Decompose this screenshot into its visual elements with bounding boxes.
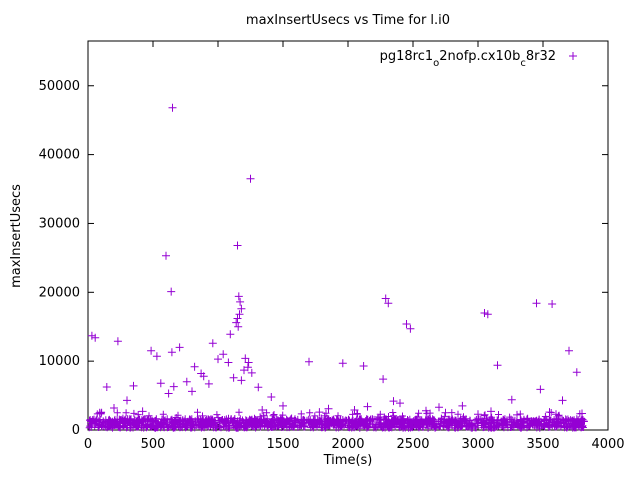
plot-title: maxInsertUsecs vs Time for l.i0	[246, 13, 450, 28]
x-tick-label: 2500	[396, 437, 429, 452]
x-tick-label: 3500	[526, 437, 559, 452]
legend-marker-icon	[569, 52, 577, 60]
y-axis-label: maxInsertUsecs	[9, 184, 24, 288]
x-axis-label: Time(s)	[323, 453, 373, 468]
axes: 0 500 1000 1500 2000 2500 3000 3500 400001000020…	[39, 40, 625, 452]
y-tick-label: 20000	[39, 285, 80, 300]
x-tick-label: 0	[84, 437, 92, 452]
data-points	[85, 103, 588, 432]
x-tick-label: 500	[141, 437, 166, 452]
x-tick-label: 1500	[266, 437, 299, 452]
legend: pg18rc1o2nofp.cx10bc8r32	[380, 49, 577, 69]
y-tick-label: 10000	[39, 354, 80, 369]
y-tick-label: 30000	[39, 216, 80, 231]
legend-label: pg18rc1o2nofp.cx10bc8r32	[380, 49, 556, 69]
x-tick-label: 3000	[461, 437, 494, 452]
y-tick-label: 50000	[39, 79, 80, 94]
y-tick-label: 40000	[39, 148, 80, 163]
plot-border	[87, 40, 609, 431]
x-tick-label: 4000	[591, 437, 624, 452]
series-points	[85, 103, 588, 432]
x-tick-label: 1000	[201, 437, 234, 452]
y-tick-label: 0	[72, 423, 80, 438]
x-tick-label: 2000	[331, 437, 364, 452]
